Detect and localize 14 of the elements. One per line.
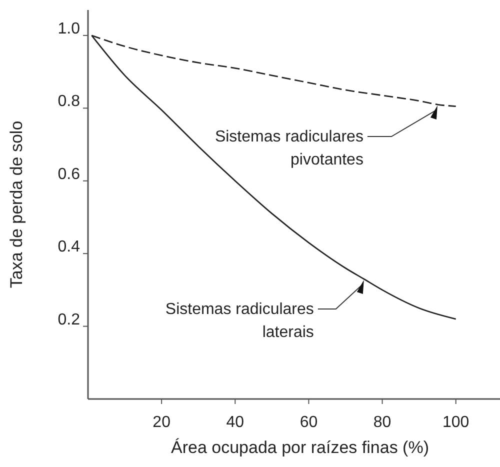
x-tick-label: 60 (300, 414, 318, 431)
text: Sistemas radiculares laterais (165, 301, 314, 342)
x-axis-title: Área ocupada por raízes finas (%) (171, 438, 429, 457)
x-tick-label: 80 (373, 414, 392, 431)
y-tick-label: 0.2 (58, 311, 80, 328)
y-tick-label: 1.0 (58, 20, 80, 38)
text: Sistemas radiculares pivotantes (214, 128, 364, 169)
y-tick-label: 0.8 (58, 93, 80, 110)
y-axis-title: Taxa de perda de solo (7, 120, 26, 288)
x-tick-label: 20 (152, 414, 171, 431)
x-tick-label: 40 (226, 414, 244, 431)
y-tick-label: 0.4 (58, 238, 80, 256)
x-tick-label: 100 (442, 414, 470, 431)
y-tick-label: 0.6 (58, 166, 80, 183)
